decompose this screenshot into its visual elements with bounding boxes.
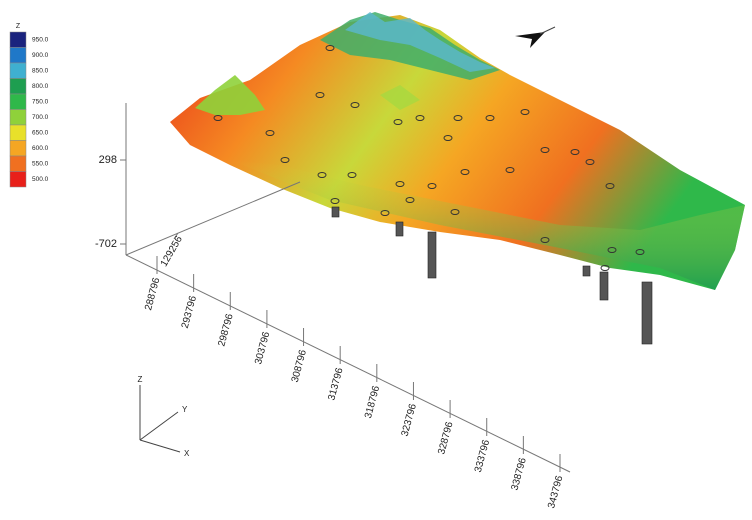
colorbar-swatch [10, 48, 26, 64]
triad-label: X [184, 449, 190, 458]
x-tick-label: 293796 [180, 294, 199, 330]
x-tick-label: 298796 [216, 312, 235, 348]
colorbar-label: 650.0 [32, 129, 49, 136]
x-tick-label: 308796 [290, 348, 309, 384]
colorbar-label: 550.0 [32, 160, 49, 167]
colorbar-label: 700.0 [32, 114, 49, 121]
x-tick-label: 303796 [253, 330, 272, 366]
colorbar-label: 900.0 [32, 52, 49, 59]
surface [170, 12, 745, 290]
colorbar-label: 950.0 [32, 36, 49, 43]
colorbar-swatch [10, 110, 26, 126]
colorbar-swatch [10, 63, 26, 79]
colorbar-swatch [10, 156, 26, 172]
colorbar-swatch [10, 79, 26, 95]
x-tick-label: 313796 [326, 366, 345, 402]
x-tick-label: 328796 [436, 420, 455, 456]
colorbar-swatch [10, 141, 26, 157]
north-arrow [515, 27, 555, 48]
triad-label: Y [182, 405, 188, 414]
colorbar-label: 500.0 [32, 176, 49, 183]
triad-label: Z [138, 375, 143, 384]
x-tick-label: 318796 [363, 384, 382, 420]
x-tick-label: 288796 [143, 276, 162, 312]
x-tick-label: 333796 [473, 438, 492, 474]
colorbar-label: 850.0 [32, 67, 49, 74]
x-tick-label: 343796 [546, 474, 565, 510]
axis-triad: Z Y X [138, 375, 190, 458]
x-tick-label: 323796 [400, 402, 419, 438]
colorbar-swatch [10, 94, 26, 110]
colorbar-swatch [10, 32, 26, 48]
colorbar-label: 600.0 [32, 145, 49, 152]
colorbar-label: 750.0 [32, 98, 49, 105]
z-tick-label: -702 [95, 238, 117, 250]
colorbar-title: Z [16, 23, 21, 30]
colorbar-swatch [10, 172, 26, 188]
z-tick-label: 298 [99, 154, 117, 166]
chart: Z Y X Z 950.0 900.0 850.0 800.0 750.0 700.0 65… [0, 0, 752, 520]
colorbar-swatch [10, 125, 26, 141]
x-tick-label: 338796 [510, 456, 529, 492]
colorbar-label: 800.0 [32, 83, 49, 90]
